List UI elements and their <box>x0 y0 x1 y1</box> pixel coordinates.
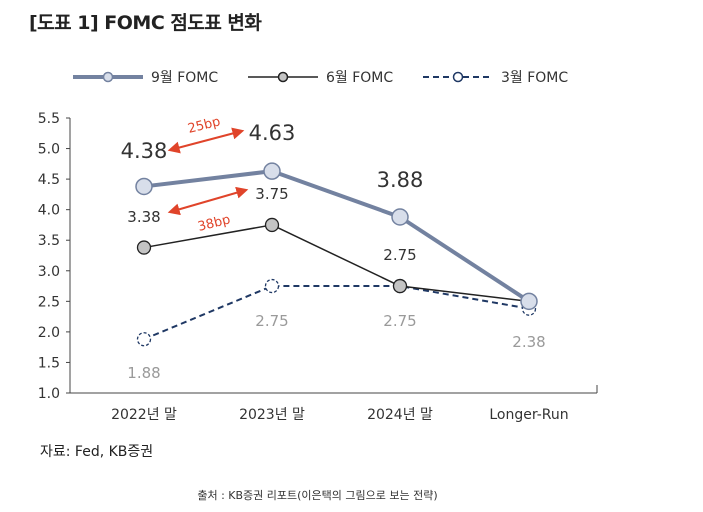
data-label: 3.75 <box>255 185 288 203</box>
data-label: 3.38 <box>127 208 160 226</box>
x-tick-label: 2022년 말 <box>111 407 177 423</box>
y-tick-label: 3.0 <box>38 264 60 280</box>
annotation-arrow <box>167 127 245 154</box>
legend-label: 6월 FOMC <box>326 70 393 86</box>
legend-label: 9월 FOMC <box>151 70 218 86</box>
data-label: 2.75 <box>255 312 288 330</box>
legend-marker <box>102 71 114 83</box>
data-point <box>135 177 153 196</box>
chart-axes: 1.0 1.5 2.0 2.5 3.0 3.5 4.0 4.5 5.0 5.5 2022년 말 202… <box>38 111 598 423</box>
data-point <box>520 292 538 311</box>
data-point <box>136 240 152 255</box>
data-point <box>136 332 152 347</box>
y-tick-label: 4.5 <box>38 172 60 188</box>
y-tick-label: 2.0 <box>38 325 60 341</box>
legend-label: 3월 FOMC <box>501 70 568 86</box>
page-title: [도표 1] FOMC 점도표 변화 <box>29 12 262 34</box>
chart-data-labels: 4.38 4.63 3.88 3.38 3.75 2.75 1.88 2.75 2.75 2.38 <box>121 121 546 382</box>
series-line <box>143 169 531 304</box>
legend-marker <box>452 71 464 83</box>
annotation-arrow <box>167 186 249 216</box>
chart-series <box>135 162 538 347</box>
annotation-label: 38bp <box>196 212 232 235</box>
source-note: 자료: Fed, KB증권 <box>40 444 154 460</box>
data-label: 2.38 <box>512 333 545 351</box>
series-line <box>143 224 530 303</box>
y-tick-label: 1.0 <box>38 386 60 402</box>
data-point <box>391 208 409 226</box>
data-label: 3.88 <box>377 168 424 192</box>
data-label: 2.75 <box>383 312 416 330</box>
annotation-label: 25bp <box>186 114 222 137</box>
data-label: 1.88 <box>127 364 160 382</box>
data-label: 4.38 <box>121 139 168 163</box>
y-tick-label: 1.5 <box>38 355 60 371</box>
x-tick-label: 2023년 말 <box>239 407 305 423</box>
y-tick-label: 5.5 <box>38 111 60 127</box>
series-line <box>143 285 530 341</box>
y-tick-label: 4.0 <box>38 203 60 219</box>
y-tick-label: 2.5 <box>38 294 60 310</box>
data-point <box>392 278 408 294</box>
data-point <box>264 278 280 294</box>
x-tick-label: 2024년 말 <box>367 407 433 423</box>
footnote: 출처 : KB증권 리포트(이은택의 그림으로 보는 전략) <box>197 489 438 502</box>
legend-marker <box>277 71 289 83</box>
data-label: 2.75 <box>383 246 416 264</box>
chart-legend: 9월 FOMC 6월 FOMC 3월 FOMC <box>73 70 568 86</box>
data-point <box>263 162 281 180</box>
data-point <box>264 217 280 233</box>
y-tick-label: 3.5 <box>38 233 60 249</box>
data-label: 4.63 <box>249 121 296 145</box>
x-tick-label: Longer-Run <box>489 407 568 423</box>
y-tick-label: 5.0 <box>38 142 60 158</box>
